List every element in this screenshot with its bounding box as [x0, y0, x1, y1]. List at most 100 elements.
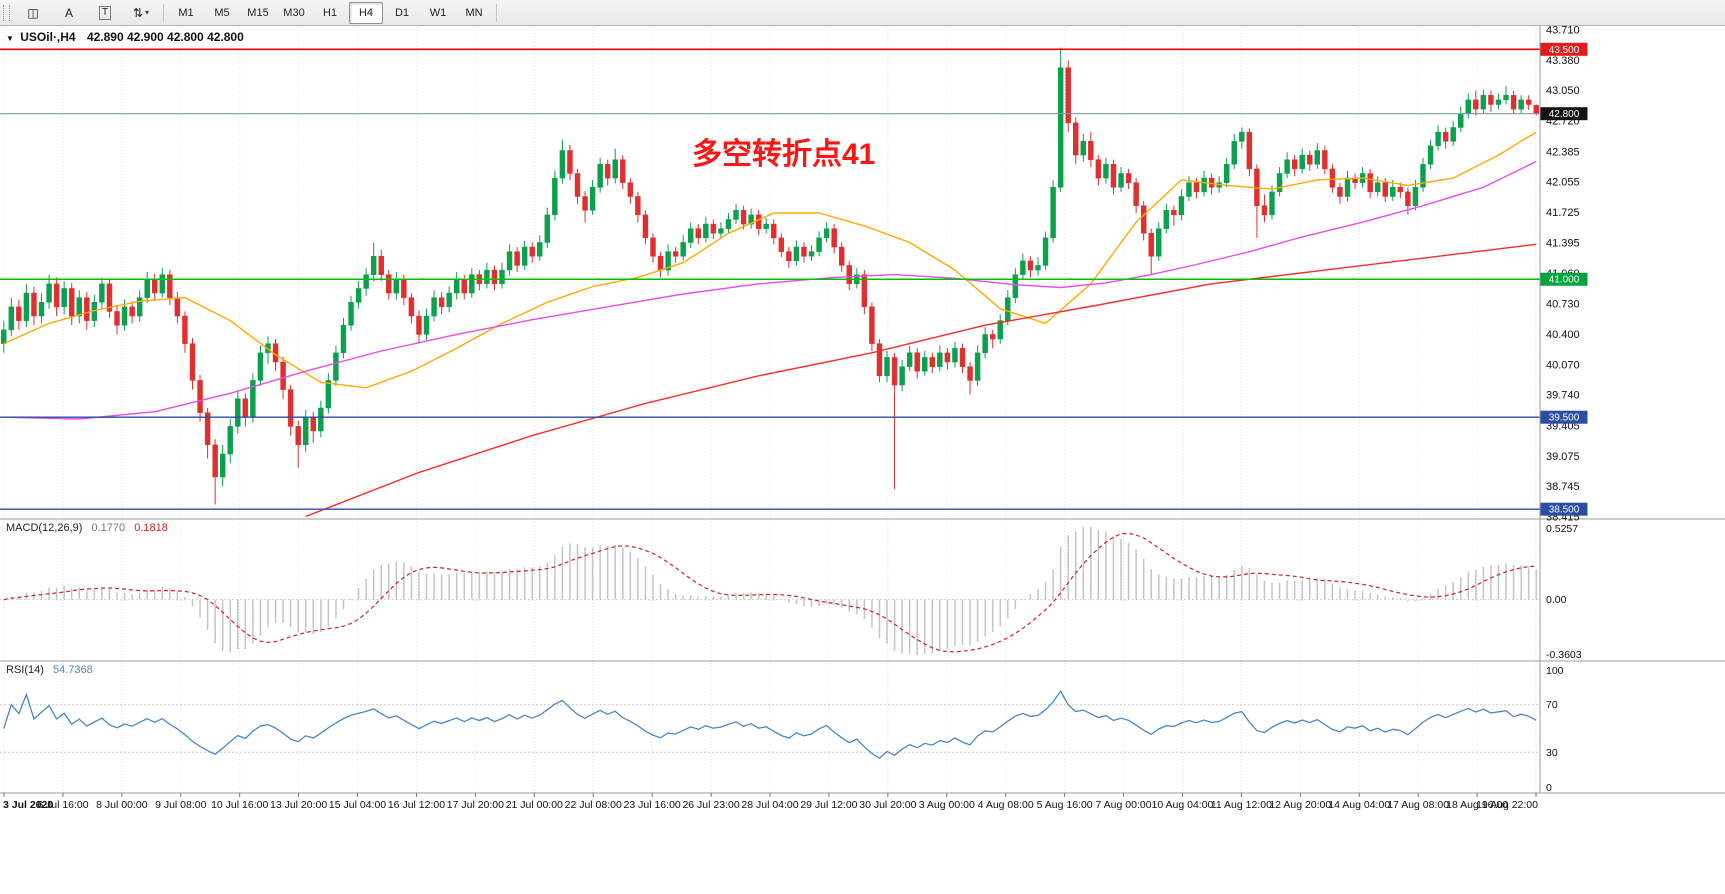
- candle-body: [61, 288, 67, 308]
- toolbar-separator: [496, 3, 497, 22]
- rsi-tick-labels: 100 70 30 0: [1546, 665, 1564, 794]
- candle-body: [438, 297, 445, 308]
- candle-body: [129, 306, 135, 317]
- candle-body: [401, 278, 407, 298]
- candle-body: [831, 228, 837, 248]
- candle-body: [1284, 159, 1290, 174]
- candle-body: [8, 306, 15, 331]
- candle-body: [363, 274, 369, 289]
- collapse-chart-icon[interactable]: ▼: [6, 34, 14, 43]
- time-axis-label: 17 Jul 20:00: [447, 799, 504, 811]
- time-axis-label: 15 Jul 04:00: [329, 799, 386, 811]
- candle-body: [1510, 95, 1517, 110]
- candle-body: [31, 292, 37, 317]
- candle-body: [1088, 141, 1094, 160]
- price-axis-label: 41.725: [1546, 207, 1580, 219]
- time-axis-label: 22 Jul 08:00: [565, 799, 622, 811]
- candle-body: [303, 416, 309, 446]
- timeframe-h1-button[interactable]: H1: [322, 6, 338, 19]
- support-price-tag: [1540, 272, 1588, 286]
- candle-body: [1450, 127, 1456, 142]
- candle-body: [529, 246, 535, 257]
- candle-body: [672, 251, 679, 257]
- candle-body: [552, 177, 558, 216]
- candle-body: [484, 269, 490, 285]
- candle-body: [1344, 177, 1351, 197]
- price-axis-label: 40.400: [1546, 329, 1580, 341]
- candle-body: [1465, 99, 1472, 114]
- candle-body: [121, 306, 128, 326]
- candle-body: [786, 251, 792, 262]
- price-tag-label: 43.500: [1549, 45, 1580, 56]
- timeframe-d1-button[interactable]: D1: [394, 6, 410, 19]
- candle-body: [99, 283, 105, 303]
- candle-body: [1533, 105, 1539, 114]
- candle-body: [604, 164, 611, 179]
- candle-body: [559, 150, 566, 179]
- time-axis-label: 21 Jul 00:00: [506, 799, 563, 811]
- timeframe-w1-button[interactable]: W1: [429, 6, 447, 19]
- candle-body: [906, 352, 913, 367]
- toolbar-grip[interactable]: [3, 4, 10, 21]
- ohlc-values: 42.890 42.900 42.800 42.800: [86, 30, 244, 44]
- candle-body: [1073, 122, 1079, 156]
- candle-body: [1, 329, 7, 344]
- candle-body: [1118, 173, 1124, 188]
- candle-body: [1329, 168, 1336, 188]
- candle-body: [959, 347, 966, 367]
- macd-axis-label: -0.3603: [1546, 649, 1582, 661]
- candle-body: [461, 278, 467, 294]
- candle-body: [340, 324, 347, 354]
- timeframe-m1-button[interactable]: M1: [178, 6, 194, 19]
- candle-body: [989, 334, 996, 340]
- timeframe-m5-button[interactable]: M5: [214, 6, 230, 19]
- candle-body: [763, 223, 769, 229]
- layout-menu-button[interactable]: ⇅ ▾: [124, 2, 158, 24]
- time-axis-label: 23 Jul 16:00: [624, 799, 681, 811]
- candle-body: [106, 283, 113, 312]
- chart-type-button[interactable]: ◫: [16, 2, 50, 24]
- time-axis-label: 9 Jul 08:00: [155, 799, 207, 811]
- price-axis[interactable]: [1540, 26, 1725, 793]
- candle-body: [635, 196, 641, 216]
- chevron-down-icon: ▾: [145, 8, 150, 17]
- cursor-button[interactable]: A: [52, 2, 86, 24]
- macd-label: MACD(12,26,9): [6, 522, 83, 534]
- timeframe-h4-button[interactable]: H4: [349, 1, 383, 24]
- candle-body: [491, 269, 498, 285]
- price-tag-label: 38.500: [1549, 505, 1580, 516]
- candle-body: [416, 315, 422, 335]
- macd-header: MACD(12,26,9) 0.1770 0.1818: [6, 522, 168, 534]
- timeframe-mn-button[interactable]: MN: [465, 6, 483, 19]
- candle-body: [1050, 187, 1056, 239]
- text-tool-button[interactable]: T: [88, 2, 122, 24]
- candle-body: [657, 256, 664, 271]
- candle-body: [370, 256, 377, 275]
- timeframe-m30-button[interactable]: M30: [283, 6, 305, 19]
- candle-body: [68, 288, 75, 317]
- candle-body: [846, 265, 852, 285]
- candle-body: [891, 357, 898, 386]
- candle-body: [423, 315, 430, 335]
- price-axis-label: 42.055: [1546, 177, 1580, 189]
- candle-body: [16, 306, 22, 321]
- candle-body: [838, 246, 845, 266]
- candle-body: [235, 398, 241, 427]
- toolbar: ◫ A T ⇅ ▾ M1 M5 M15 M30 H1 H4 D1 W1 MN: [0, 0, 1725, 26]
- price-axis-label: 43.050: [1546, 85, 1580, 97]
- candle-body: [937, 352, 943, 367]
- candle-body: [718, 228, 724, 234]
- candle-body: [521, 246, 528, 266]
- price-axis-label: 39.740: [1546, 390, 1580, 402]
- candle-body: [506, 251, 513, 271]
- candle-body: [748, 214, 754, 225]
- candle-body: [393, 278, 400, 294]
- candle-body: [1525, 99, 1532, 105]
- timeframe-m15-button[interactable]: M15: [247, 6, 269, 19]
- time-axis-label: 12 Aug 20:00: [1269, 799, 1331, 811]
- candle-body: [348, 301, 354, 326]
- price-axis-label: 38.745: [1546, 481, 1580, 493]
